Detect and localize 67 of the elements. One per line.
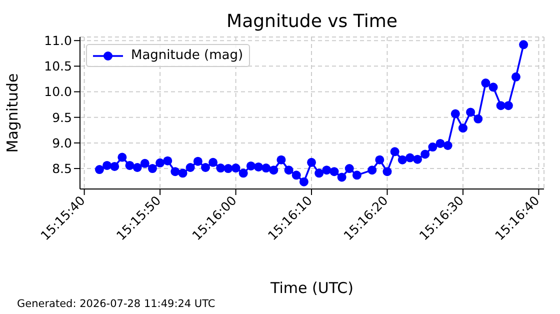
- chart-title: Magnitude vs Time: [226, 11, 398, 32]
- point: [216, 164, 226, 173]
- y-tick-label: 9.0: [52, 135, 72, 150]
- point: [382, 167, 392, 176]
- point: [413, 154, 422, 164]
- point: [352, 170, 362, 180]
- point: [299, 177, 308, 186]
- y-tick-label: 9.5: [52, 110, 72, 125]
- point: [344, 164, 354, 174]
- point: [368, 166, 377, 175]
- point: [148, 164, 157, 174]
- point: [170, 167, 180, 176]
- legend-label: Magnitude (mag): [131, 48, 244, 63]
- point: [276, 155, 286, 164]
- point: [398, 155, 407, 164]
- point: [511, 72, 520, 82]
- point: [262, 164, 271, 173]
- point: [375, 155, 384, 164]
- point: [254, 162, 263, 172]
- point: [330, 167, 339, 176]
- point: [466, 108, 476, 117]
- point: [306, 158, 316, 167]
- point: [208, 158, 218, 167]
- point: [110, 162, 120, 171]
- point: [322, 166, 332, 175]
- point: [132, 163, 142, 172]
- point: [428, 142, 438, 152]
- point: [238, 168, 248, 178]
- y-tick-label: 10.5: [44, 58, 72, 74]
- point: [193, 156, 202, 166]
- point: [284, 166, 294, 175]
- point: [496, 101, 506, 110]
- point: [246, 161, 256, 170]
- y-tick-label: 10.0: [44, 84, 72, 100]
- point: [443, 141, 452, 150]
- point: [102, 160, 112, 170]
- point: [405, 153, 414, 162]
- text: Generated: 2026-07-28 11:49:24 UTC: [17, 298, 216, 310]
- point: [314, 168, 324, 178]
- point: [420, 150, 430, 159]
- point: [436, 138, 445, 148]
- point: [292, 170, 301, 180]
- point: [390, 147, 400, 156]
- point: [519, 40, 528, 50]
- point: [474, 114, 483, 124]
- point: [488, 82, 498, 92]
- point: [224, 164, 233, 174]
- point: [140, 158, 150, 168]
- point: [458, 124, 468, 133]
- point: [231, 164, 240, 173]
- point: [163, 156, 172, 166]
- y-axis-title: Magnitude: [3, 73, 22, 153]
- point: [186, 163, 195, 172]
- point: [94, 165, 104, 174]
- y-tick-label: 8.5: [52, 160, 72, 176]
- point: [118, 152, 127, 162]
- x-axis-title: Time (UTC): [270, 279, 354, 297]
- point: [450, 109, 460, 118]
- point: [337, 172, 346, 182]
- point: [156, 158, 165, 168]
- point: [269, 166, 278, 175]
- point: [200, 163, 210, 172]
- point: [125, 160, 134, 170]
- y-tick-label: 11.0: [44, 33, 72, 48]
- point: [481, 78, 490, 88]
- point: [178, 168, 188, 178]
- point: [504, 101, 513, 110]
